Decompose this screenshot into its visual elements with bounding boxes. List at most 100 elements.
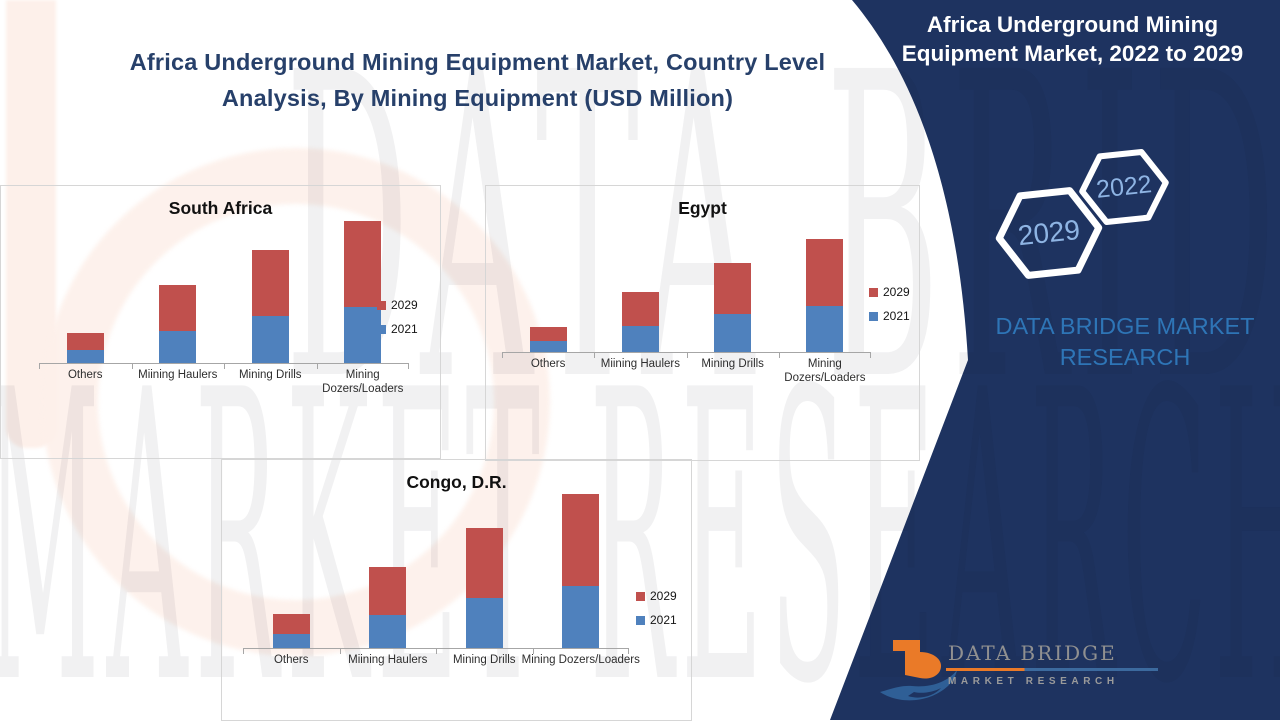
legend-swatch	[377, 300, 386, 310]
chart-panel-south-africa: South Africa Others Miining Haulers Mining…	[0, 185, 441, 459]
category-label: Others	[273, 654, 309, 666]
sidebar-title: Africa Underground Mining Equipment Mark…	[901, 12, 1244, 66]
legend-swatch	[377, 324, 386, 334]
category-slot: Mining Dozers/Loaders	[522, 488, 640, 666]
bar-segment-2021	[369, 615, 407, 648]
chart-legend: 2029 2021	[869, 285, 910, 323]
bar-stack	[66, 333, 104, 363]
category-slot: Mining Drills	[436, 488, 533, 666]
hexagon-2029: 2029	[992, 181, 1105, 285]
legend-label: 2021	[883, 309, 910, 323]
category-label: Miining Haulers	[600, 358, 680, 370]
chart-panel-egypt: Egypt Others Miining Haulers Mining Drills…	[485, 185, 920, 461]
category-slot: Miining Haulers	[339, 488, 437, 666]
category-slot: Mining Dozers/Loaders	[778, 212, 872, 384]
brand-text: DATA BRIDGE MARKET RESEARCH	[995, 313, 1255, 370]
bar-stack	[621, 292, 659, 352]
plot-area: Others Miining Haulers Mining Drills Mining…	[243, 488, 640, 666]
bar-stack	[806, 239, 844, 352]
category-label: Mining Drills	[238, 369, 302, 381]
category-slot: Mining Drills	[224, 213, 317, 381]
bar-segment-2021	[714, 314, 752, 352]
bar-segment-2029	[344, 221, 382, 307]
legend-item-2029: 2029	[377, 298, 418, 312]
bar-stack	[251, 250, 289, 363]
bar-segment-2029	[529, 327, 567, 341]
category-label: Others	[530, 358, 566, 370]
chart-panel-congo-dr: Congo, D.R. Others Miining Haulers Mining …	[221, 459, 692, 721]
category-label: Mining Dozers/Loaders	[784, 358, 866, 384]
category-slot: Others	[243, 488, 340, 666]
category-label: Mining Dozers/Loaders	[322, 369, 404, 395]
legend-swatch	[869, 287, 878, 297]
footer-logo-tagline: MARKET RESEARCH	[948, 676, 1119, 687]
legend-label: 2029	[391, 298, 418, 312]
chart-title: Egypt	[678, 198, 727, 218]
bar-segment-2021	[344, 307, 382, 363]
category-label: Miining Haulers	[348, 654, 428, 666]
legend-swatch	[636, 591, 645, 601]
bar-stack	[529, 327, 567, 352]
plot-area: Others Miining Haulers Mining Drills Mining…	[39, 213, 410, 395]
chart-title: Congo, D.R.	[406, 472, 507, 492]
footer-logo-name: DATA BRIDGE	[948, 641, 1117, 665]
category-label: Mining Drills	[452, 654, 516, 666]
category-label: Miining Haulers	[138, 369, 218, 381]
bar-stack	[344, 221, 382, 363]
bar-segment-2029	[369, 567, 407, 615]
category-slot: Miining Haulers	[594, 212, 686, 370]
category-slot: Others	[502, 212, 594, 370]
legend-label: 2021	[391, 322, 418, 336]
legend-item-2021: 2021	[377, 322, 418, 336]
bar-segment-2029	[251, 250, 289, 316]
bar-segment-2021	[806, 306, 844, 352]
data-bridge-logo-icon	[880, 640, 957, 701]
bar-segment-2021	[465, 598, 503, 648]
chart-legend: 2029 2021	[636, 589, 677, 627]
bar-stack	[714, 263, 752, 352]
bar-stack	[159, 285, 197, 363]
bar-segment-2029	[66, 333, 104, 350]
bar-stack	[465, 528, 503, 648]
legend-item-2021: 2021	[869, 309, 910, 323]
bar-segment-2021	[251, 316, 289, 363]
bar-segment-2029	[562, 494, 600, 586]
bar-segment-2021	[562, 586, 600, 648]
bar-segment-2021	[159, 331, 197, 363]
bar-stack	[272, 614, 310, 648]
bar-segment-2029	[806, 239, 844, 306]
bar-stack	[369, 567, 407, 648]
bar-segment-2029	[465, 528, 503, 598]
legend-swatch	[636, 615, 645, 625]
footer-logo: DATA BRIDGE MARKET RESEARCH	[878, 630, 1168, 705]
bar-segment-2021	[621, 326, 659, 352]
bar-stack	[562, 494, 600, 648]
chart-title: South Africa	[168, 198, 273, 218]
category-slot: Mining Drills	[686, 212, 779, 370]
bar-segment-2021	[66, 350, 104, 363]
legend-label: 2021	[650, 613, 677, 627]
bar-segment-2021	[272, 634, 310, 648]
bar-segment-2021	[529, 341, 567, 352]
category-slot: Others	[39, 213, 132, 381]
hexagon-2029-label: 2029	[1016, 213, 1082, 252]
bar-segment-2029	[272, 614, 310, 634]
bar-segment-2029	[159, 285, 197, 331]
hexagon-2022-label: 2022	[1094, 169, 1154, 204]
hexagon-2022: 2022	[1076, 144, 1172, 231]
category-label: Mining Dozers/Loaders	[521, 654, 640, 666]
category-label: Mining Drills	[701, 358, 764, 370]
legend-item-2021: 2021	[636, 613, 677, 627]
chart-legend: 2029 2021	[377, 298, 418, 336]
legend-item-2029: 2029	[636, 589, 677, 603]
bar-segment-2029	[714, 263, 752, 314]
category-slot: Mining Dozers/Loaders	[316, 213, 410, 395]
legend-label: 2029	[883, 285, 910, 299]
category-label: Others	[67, 369, 103, 381]
legend-swatch	[869, 311, 878, 321]
category-slot: Miining Haulers	[131, 213, 225, 381]
footer-logo-rule	[946, 668, 1158, 671]
bar-segment-2029	[621, 292, 659, 326]
legend-item-2029: 2029	[869, 285, 910, 299]
